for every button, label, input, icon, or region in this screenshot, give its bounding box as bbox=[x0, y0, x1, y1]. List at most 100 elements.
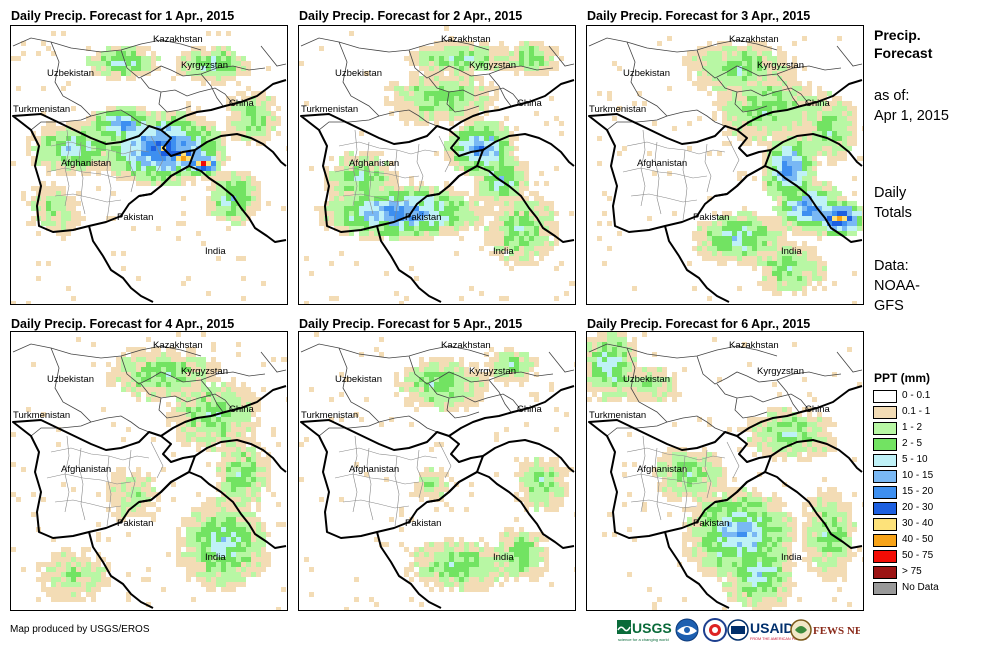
province-boundaries bbox=[334, 129, 452, 221]
country-borders-thin bbox=[588, 37, 863, 131]
sidebar-data-line1: Data: bbox=[874, 258, 909, 274]
province-boundaries bbox=[46, 435, 164, 527]
label-turkmenistan: Turkmenistan bbox=[301, 410, 359, 421]
label-india: India bbox=[781, 246, 802, 257]
label-turkmenistan: Turkmenistan bbox=[589, 410, 647, 421]
sidebar-asof-label: as of: bbox=[874, 88, 910, 104]
map-canvas bbox=[299, 26, 575, 304]
panel-title-day2: Daily Precip. Forecast for 2 Apr., 2015 bbox=[299, 9, 523, 23]
sidebar-data-line3: GFS bbox=[874, 298, 904, 314]
legend-swatch bbox=[873, 454, 897, 467]
sidebar-title-line1: Precip. bbox=[874, 27, 921, 43]
credit-text: Map produced by USGS/EROS bbox=[10, 624, 150, 635]
label-india: India bbox=[781, 552, 802, 563]
legend-title: PPT (mm) bbox=[874, 371, 931, 385]
label-kyrgyzstan: Kyrgyzstan bbox=[757, 366, 804, 377]
legend-swatch bbox=[873, 470, 897, 483]
usgs-logo: USGS science for a changing world bbox=[617, 620, 672, 642]
country-borders-thin bbox=[300, 343, 575, 437]
label-pakistan: Pakistan bbox=[693, 212, 730, 223]
precip-cells bbox=[299, 332, 575, 610]
legend-swatch bbox=[873, 534, 897, 547]
map-canvas bbox=[587, 332, 863, 610]
label-kyrgyzstan: Kyrgyzstan bbox=[181, 60, 228, 71]
legend-label: 0.1 - 1 bbox=[902, 406, 931, 417]
panel-title-day1: Daily Precip. Forecast for 1 Apr., 2015 bbox=[11, 9, 235, 23]
label-kyrgyzstan: Kyrgyzstan bbox=[469, 60, 516, 71]
label-uzbekistan: Uzbekistan bbox=[623, 374, 670, 385]
label-pakistan: Pakistan bbox=[405, 518, 442, 529]
label-afghanistan: Afghanistan bbox=[637, 158, 688, 169]
panel-title-day4: Daily Precip. Forecast for 4 Apr., 2015 bbox=[11, 317, 235, 331]
province-boundaries bbox=[46, 129, 164, 221]
map-canvas bbox=[588, 36, 863, 304]
usaid-logo: USAID FROM THE AMERICAN PEOPLE bbox=[727, 619, 807, 641]
province-boundaries bbox=[622, 435, 740, 527]
map-canvas bbox=[299, 332, 575, 610]
legend-swatch bbox=[873, 518, 897, 531]
legend-label: 20 - 30 bbox=[902, 502, 934, 513]
legend-swatch bbox=[873, 502, 897, 515]
country-borders-thick bbox=[12, 79, 287, 303]
legend-label: 30 - 40 bbox=[902, 518, 934, 529]
label-china: China bbox=[805, 404, 830, 415]
sidebar-daily-line1: Daily bbox=[874, 185, 907, 201]
label-turkmenistan: Turkmenistan bbox=[13, 104, 71, 115]
fewsnet-logo: FEWS NET bbox=[790, 619, 870, 641]
label-uzbekistan: Uzbekistan bbox=[335, 374, 382, 385]
label-uzbekistan: Uzbekistan bbox=[47, 68, 94, 79]
label-china: China bbox=[229, 404, 254, 415]
usgs-wordmark: USGS bbox=[632, 620, 672, 636]
forecast-map-day6: Kazakhstan Uzbekistan Kyrgyzstan Turkmenist… bbox=[586, 331, 864, 611]
legend-label: 15 - 20 bbox=[902, 486, 934, 497]
label-pakistan: Pakistan bbox=[693, 518, 730, 529]
label-pakistan: Pakistan bbox=[117, 518, 154, 529]
label-india: India bbox=[205, 246, 226, 257]
legend-label: 0 - 0.1 bbox=[902, 390, 931, 401]
country-borders-thick bbox=[300, 79, 575, 303]
label-kyrgyzstan: Kyrgyzstan bbox=[469, 366, 516, 377]
forecast-map-day2: Kazakhstan Uzbekistan Kyrgyzstan Turkmenist… bbox=[298, 25, 576, 305]
sidebar-title: Precip. Forecast bbox=[874, 26, 932, 62]
legend-label: No Data bbox=[902, 582, 939, 593]
legend-label: 5 - 10 bbox=[902, 454, 928, 465]
country-borders-thin bbox=[300, 37, 575, 131]
label-uzbekistan: Uzbekistan bbox=[623, 68, 670, 79]
label-pakistan: Pakistan bbox=[117, 212, 154, 223]
label-afghanistan: Afghanistan bbox=[637, 464, 688, 475]
logo-strip: USGS science for a changing world USAID … bbox=[617, 617, 870, 643]
usaid-wordmark: USAID bbox=[750, 620, 794, 636]
label-turkmenistan: Turkmenistan bbox=[589, 104, 647, 115]
forecast-map-day5: Kazakhstan Uzbekistan Kyrgyzstan Turkmenist… bbox=[298, 331, 576, 611]
forecast-map-day4: Kazakhstan Uzbekistan Kyrgyzstan Turkmenist… bbox=[10, 331, 288, 611]
legend-swatch bbox=[873, 566, 897, 579]
precip-cells bbox=[299, 26, 575, 304]
legend-swatch bbox=[873, 582, 897, 595]
usaid-tagline: FROM THE AMERICAN PEOPLE bbox=[750, 637, 807, 641]
sidebar-data-source: Data: NOAA- GFS bbox=[874, 256, 920, 316]
label-kazakhstan: Kazakhstan bbox=[153, 34, 203, 45]
legend-label: 50 - 75 bbox=[902, 550, 934, 561]
legend-swatch bbox=[873, 406, 897, 419]
label-india: India bbox=[493, 552, 514, 563]
label-uzbekistan: Uzbekistan bbox=[47, 374, 94, 385]
country-borders-thin bbox=[12, 37, 287, 131]
label-china: China bbox=[517, 404, 542, 415]
legend-swatch bbox=[873, 550, 897, 563]
label-turkmenistan: Turkmenistan bbox=[301, 104, 359, 115]
legend-swatch bbox=[873, 422, 897, 435]
label-afghanistan: Afghanistan bbox=[61, 158, 112, 169]
noaa-logo bbox=[675, 618, 699, 642]
country-borders-thick bbox=[300, 385, 575, 609]
precip-cells bbox=[597, 36, 863, 304]
nws-logo bbox=[703, 618, 727, 642]
country-borders-thick bbox=[588, 79, 863, 303]
label-india: India bbox=[205, 552, 226, 563]
forecast-map-day3: Kazakhstan Uzbekistan Kyrgyzstan Turkmenist… bbox=[586, 25, 864, 305]
legend-label: 1 - 2 bbox=[902, 422, 923, 433]
legend-swatch bbox=[873, 438, 897, 451]
sidebar-title-line2: Forecast bbox=[874, 45, 933, 61]
legend-label: 40 - 50 bbox=[902, 534, 934, 545]
panel-title-day6: Daily Precip. Forecast for 6 Apr., 2015 bbox=[587, 317, 811, 331]
panel-title-day3: Daily Precip. Forecast for 3 Apr., 2015 bbox=[587, 9, 811, 23]
